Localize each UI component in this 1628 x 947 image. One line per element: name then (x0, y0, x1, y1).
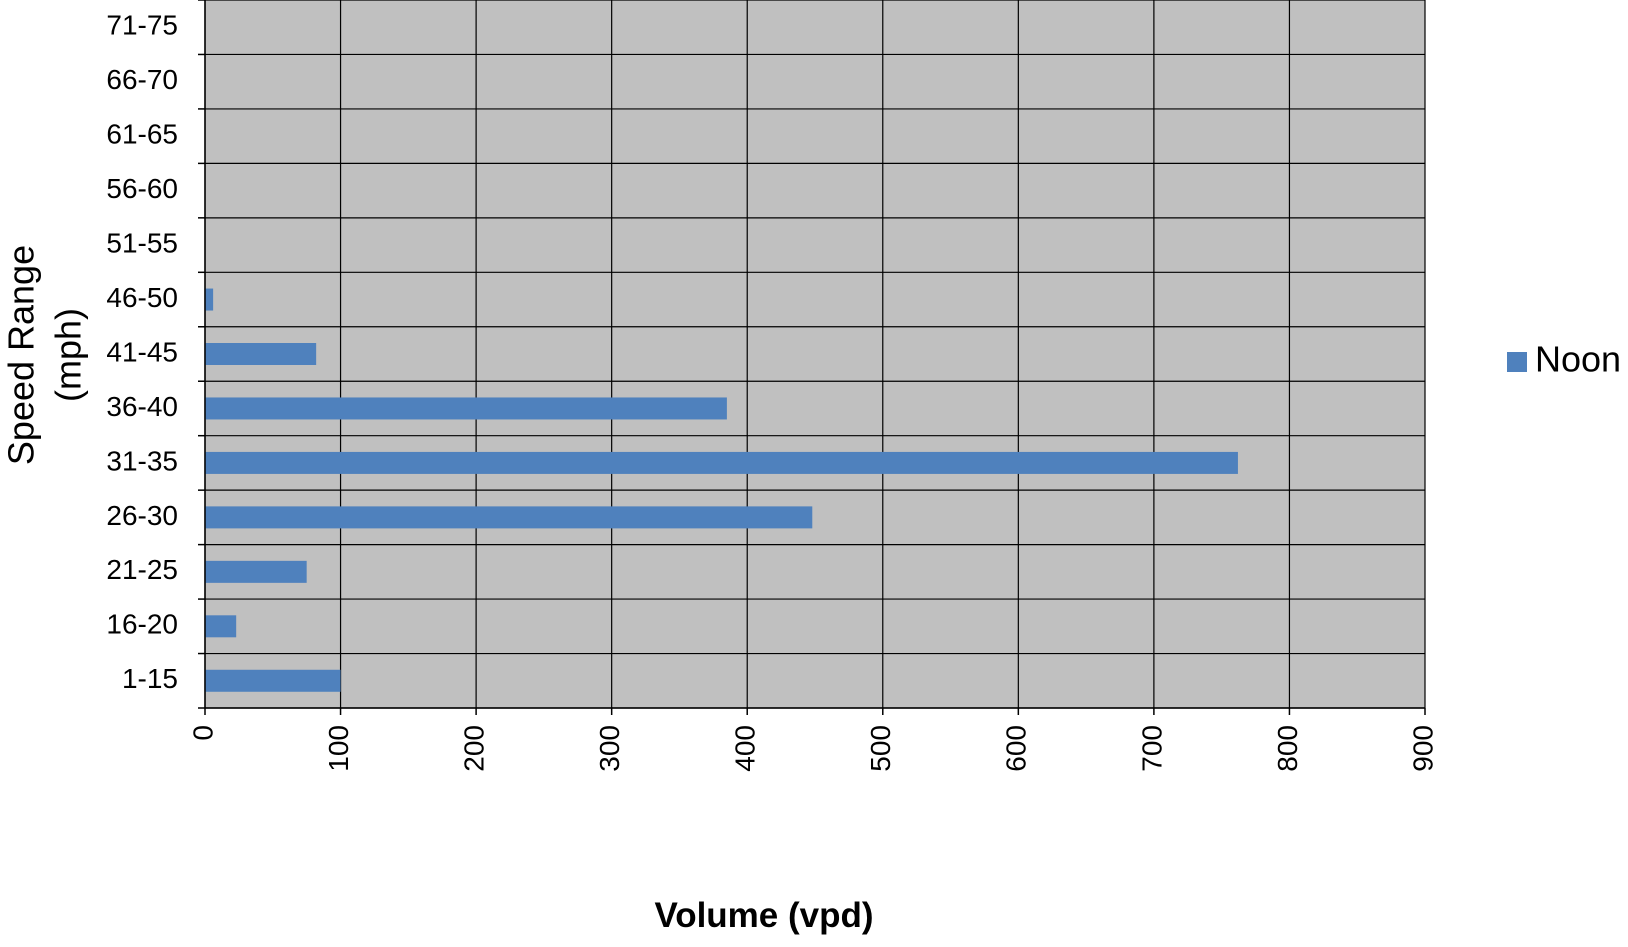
bar-16-20 (205, 615, 237, 638)
bar-36-40 (205, 397, 727, 420)
bar-1-15 (205, 669, 341, 692)
plot-area (205, 0, 1425, 708)
y-tick-label-66-70: 66-70 (106, 64, 178, 95)
legend-swatch-noon (1507, 352, 1527, 372)
y-axis-title-line-1: Speed Range (1, 245, 42, 465)
y-tick-label-36-40: 36-40 (106, 391, 178, 422)
x-tick-label-200: 200 (459, 725, 490, 772)
legend-label-noon: Noon (1535, 339, 1621, 380)
bar-41-45 (205, 343, 317, 365)
bars (205, 288, 1238, 692)
bar-21-25 (205, 560, 307, 583)
y-tick-label-26-30: 26-30 (106, 500, 178, 531)
y-axis-title-line-2: (mph) (48, 308, 89, 402)
y-tick-label-56-60: 56-60 (106, 173, 178, 204)
y-tick-label-31-35: 31-35 (106, 445, 178, 476)
y-tick-label-71-75: 71-75 (106, 10, 178, 41)
x-tick-label-300: 300 (594, 725, 625, 772)
y-tick-label-1-15: 1-15 (122, 663, 178, 694)
x-tick-label-100: 100 (323, 725, 354, 772)
y-tick-label-21-25: 21-25 (106, 554, 178, 585)
y-tick-label-61-65: 61-65 (106, 119, 178, 150)
y-tick-label-41-45: 41-45 (106, 336, 178, 367)
legend: Noon (1507, 339, 1621, 380)
x-tick-label-700: 700 (1136, 725, 1167, 772)
bar-31-35 (205, 451, 1238, 474)
x-tick-label-600: 600 (1001, 725, 1032, 772)
y-tick-label-46-50: 46-50 (106, 282, 178, 313)
y-tick-label-16-20: 16-20 (106, 609, 178, 640)
axes: 1-15 16-20 21-25 26-30 31-35 36-40 41-45 46-50 5… (106, 0, 1438, 772)
x-tick-label-0: 0 (187, 725, 218, 741)
bar-26-30 (205, 506, 813, 529)
y-axis-title: Speed Range (mph) (1, 245, 89, 465)
x-tick-label-500: 500 (865, 725, 896, 772)
x-tick-label-800: 800 (1272, 725, 1303, 772)
bar-46-50 (205, 288, 214, 311)
x-axis-title: Volume (vpd) (654, 896, 873, 935)
x-tick-label-900: 900 (1407, 725, 1438, 772)
x-tick-label-400: 400 (730, 725, 761, 772)
y-tick-label-51-55: 51-55 (106, 227, 178, 258)
